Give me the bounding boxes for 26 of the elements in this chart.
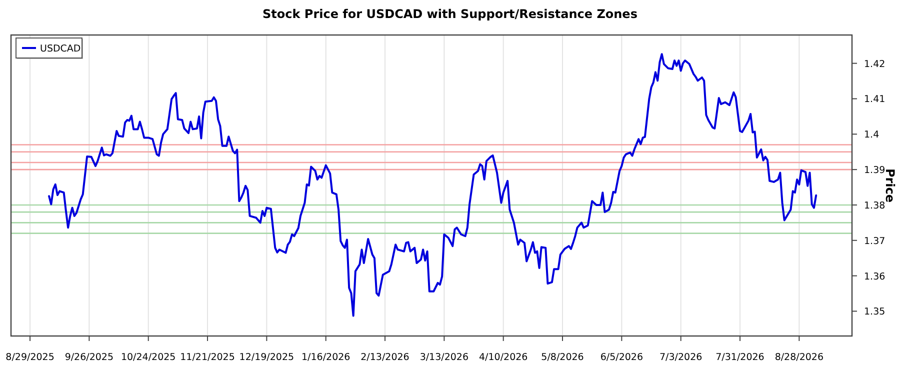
x-tick-label: 3/13/2026	[420, 352, 469, 363]
legend-label: USDCAD	[40, 44, 81, 54]
x-tick-label: 4/10/2026	[478, 352, 528, 363]
line-series	[48, 53, 818, 317]
y-tick-label: 1.38	[864, 200, 886, 212]
y-tick-label: 1.41	[864, 94, 886, 106]
x-tick-label: 8/28/2026	[774, 352, 824, 363]
x-tick-label: 11/21/2025	[180, 352, 235, 363]
y-tick-label: 1.42	[864, 58, 886, 70]
x-tick-label: 7/3/2026	[660, 352, 702, 363]
chart-title: Stock Price for USDCAD with Support/Resistance Zones	[262, 7, 638, 21]
x-tick-label: 5/8/2026	[541, 352, 584, 363]
x-tick-label: 7/31/2026	[716, 352, 764, 363]
y-tick-label: 1.39	[864, 165, 886, 176]
x-tick-label: 8/29/2025	[6, 352, 54, 363]
x-tick-label: 1/16/2026	[301, 352, 350, 363]
y-axis-title: Price	[883, 168, 897, 203]
y-tick-label: 1.36	[864, 271, 886, 282]
y-tick-label: 1.37	[864, 236, 886, 247]
x-tick-label: 2/13/2026	[360, 352, 410, 363]
y-tick-label: 1.35	[864, 306, 886, 318]
x-tick-label: 6/5/2026	[600, 352, 644, 363]
x-tick-label: 10/24/2025	[120, 352, 176, 363]
x-tick-label: 12/19/2025	[239, 352, 294, 363]
y-tick-label: 1.4	[864, 130, 880, 141]
x-tick-label: 9/26/2025	[64, 352, 114, 363]
